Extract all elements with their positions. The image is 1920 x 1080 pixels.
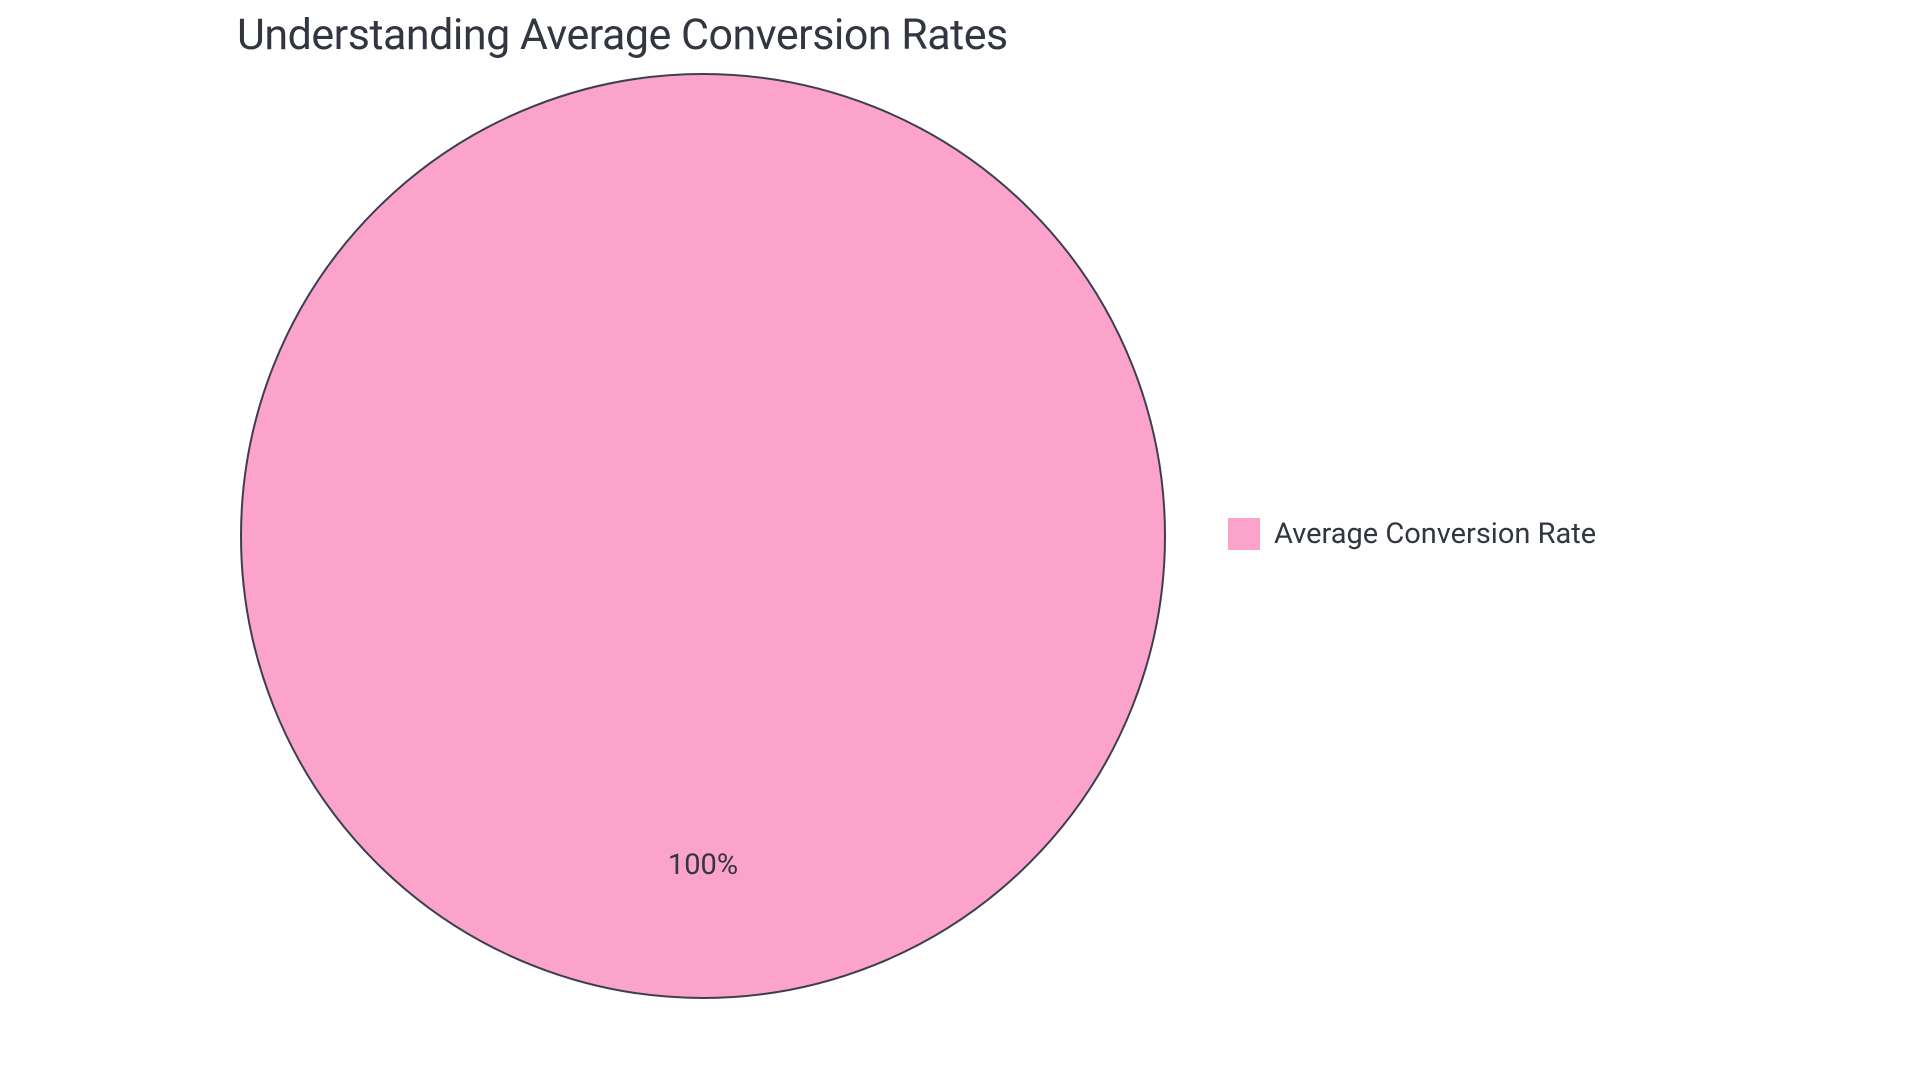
legend-label-0: Average Conversion Rate <box>1274 517 1596 551</box>
legend-swatch-0 <box>1228 518 1260 550</box>
legend: Average Conversion Rate <box>1228 517 1596 551</box>
pie-slice-0-label: 100% <box>668 848 738 882</box>
chart-title: Understanding Average Conversion Rates <box>237 10 1008 60</box>
